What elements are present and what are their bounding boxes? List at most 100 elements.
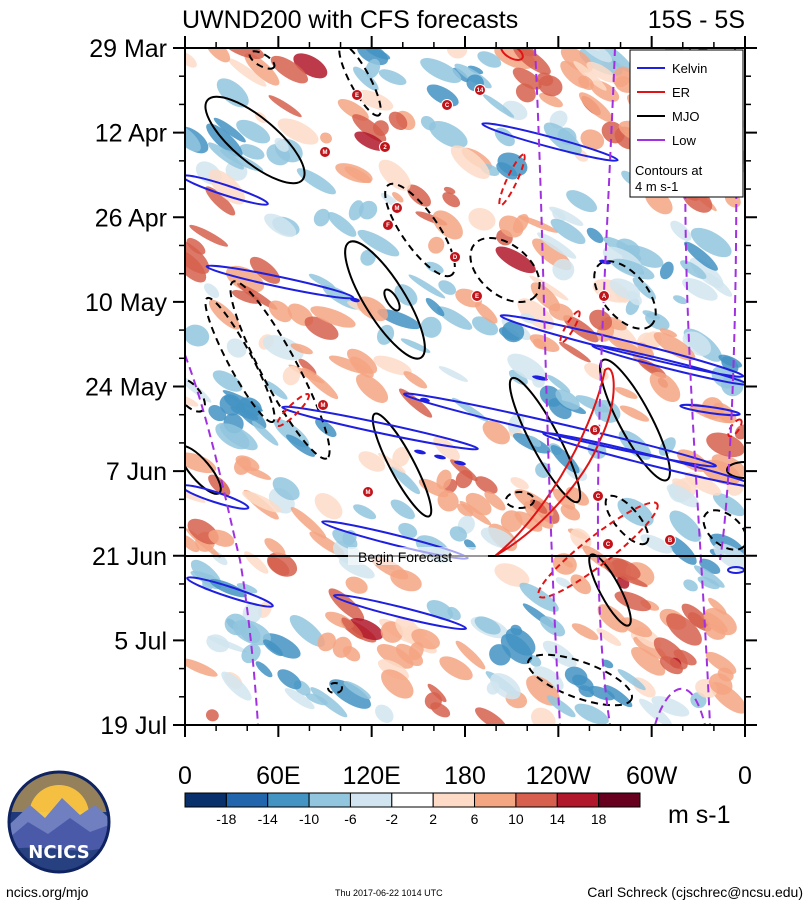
y-tick-label: 26 Apr [95, 204, 167, 232]
colorbar-swatch [432, 792, 476, 808]
footer-center: Thu 2017-06-22 1014 UTC [335, 888, 443, 898]
mjo-contour [726, 461, 745, 479]
storm-marker: B [589, 424, 601, 436]
colorbar-tick-label: 10 [508, 811, 524, 827]
kelvin-contour [186, 576, 274, 608]
kelvin-fragment [434, 454, 446, 460]
kelvin-contour [542, 431, 745, 489]
colorbar-tick-label: 2 [429, 811, 437, 827]
region-label: 15S - 5S [648, 6, 745, 34]
colorbar: -18 -14 -10 -6 -2 2 6 10 14 18 [184, 792, 641, 827]
mjo-contour-neg [384, 182, 456, 278]
x-tick-label: 0 [178, 762, 192, 790]
kelvin-fragments [350, 259, 611, 466]
y-tick-label: 10 May [85, 289, 167, 317]
storm-marker: M [319, 146, 331, 158]
kelvin-contour [499, 314, 745, 378]
svg-text:C: C [606, 542, 611, 548]
colorbar-swatch [349, 792, 393, 808]
colorbar-swatch [598, 792, 641, 808]
mjo-contour [383, 288, 401, 312]
legend-entry-label: Kelvin [672, 61, 707, 76]
mjo-contour [204, 95, 306, 185]
low-contour [654, 687, 706, 725]
svg-text:M: M [321, 403, 326, 409]
mjo-contour-neg [204, 296, 276, 424]
svg-text:E: E [475, 294, 479, 300]
storm-marker: M [362, 486, 374, 498]
colorbar-tick-label: 6 [471, 811, 479, 827]
storm-markers: E C 14 M 2 M F D E A M B M C C B [317, 84, 676, 550]
svg-text:M: M [366, 490, 371, 496]
storm-marker: E [471, 290, 483, 302]
storm-marker: F [382, 219, 394, 231]
kelvin-fragment [420, 397, 430, 403]
footer-right: Carl Schreck (cjschrec@ncsu.edu) [587, 884, 803, 900]
y-tick-label: 5 Jul [114, 627, 167, 655]
colorbar-swatch [225, 792, 269, 808]
svg-text:C: C [596, 494, 601, 500]
storm-marker: E [351, 89, 363, 101]
svg-text:B: B [668, 538, 673, 544]
er-contour [500, 48, 524, 61]
mjo-contour-neg [229, 280, 331, 460]
svg-text:A: A [602, 294, 607, 300]
colorbar-tick-label: -18 [216, 811, 236, 827]
y-tick-label: 29 Mar [89, 35, 167, 63]
er-contour-neg [537, 501, 659, 599]
mjo-contour-neg [248, 50, 276, 70]
colorbar-tick-label: 18 [591, 811, 607, 827]
x-tick-label: 120W [526, 762, 592, 790]
kelvin-contour [333, 593, 467, 631]
x-tick-label: 0 [738, 762, 752, 790]
legend-entry-label: ER [672, 85, 690, 100]
begin-forecast-label: Begin Forecast [358, 549, 452, 565]
storm-marker: 14 [474, 84, 486, 96]
low-contour [684, 48, 711, 725]
mjo-contour-neg [327, 682, 343, 694]
x-tick-label: 180 [444, 762, 486, 790]
legend-box [629, 49, 744, 198]
storm-marker: 2 [379, 141, 391, 153]
legend: Kelvin ER MJO Low Contours at 4 m s-1 [629, 49, 744, 198]
svg-text:14: 14 [477, 88, 484, 94]
mjo-contour-neg [604, 494, 650, 546]
kelvin-fragment [414, 449, 426, 455]
storm-marker: M [391, 202, 403, 214]
storm-marker: M [317, 399, 329, 411]
kelvin-fragment [454, 460, 466, 466]
er-contour-neg [559, 310, 581, 344]
legend-entry-label: Low [672, 133, 696, 148]
svg-text:M: M [395, 206, 400, 212]
x-axis: 0 60E 120E 180 120W 60W 0 [178, 36, 752, 790]
er-contour-neg [276, 393, 310, 427]
colorbar-units: m s-1 [668, 801, 731, 829]
x-tick-label: 60E [256, 762, 300, 790]
svg-text:C: C [445, 103, 450, 109]
mjo-contours [185, 95, 745, 627]
colorbar-swatch [391, 792, 434, 808]
footer-left: ncics.org/mjo [6, 884, 89, 900]
low-contour [534, 48, 561, 725]
legend-entry-label: MJO [672, 109, 699, 124]
low-contour [719, 48, 738, 561]
forecast-label-bg [348, 547, 488, 565]
y-tick-label: 7 Jun [106, 458, 167, 486]
x-tick-label: 60W [626, 762, 678, 790]
kelvin-contour [205, 264, 355, 300]
svg-text:D: D [453, 255, 458, 261]
mjo-contour [588, 553, 632, 627]
y-tick-label: 24 May [85, 374, 167, 402]
low-contour [185, 354, 259, 725]
storm-marker: C [602, 538, 614, 550]
kelvin-contour [281, 405, 479, 451]
colorbar-tick-label: -10 [299, 811, 319, 827]
mjo-contour-neg [505, 491, 535, 509]
kelvin-contour [591, 344, 745, 386]
mjo-contour [508, 376, 582, 504]
kelvin-contour [185, 174, 269, 206]
er-contour [494, 367, 615, 557]
legend-note-line2: 4 m s-1 [635, 179, 678, 194]
mjo-contour [344, 240, 426, 360]
